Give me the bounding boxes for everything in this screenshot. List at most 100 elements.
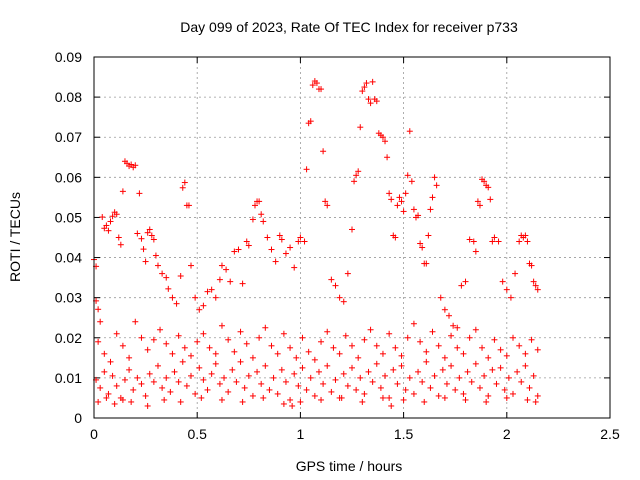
data-point bbox=[192, 294, 199, 301]
data-point bbox=[509, 390, 516, 397]
data-point bbox=[311, 356, 318, 363]
data-point bbox=[522, 232, 529, 239]
data-point bbox=[223, 266, 230, 273]
data-point bbox=[109, 372, 116, 379]
data-point bbox=[379, 350, 386, 357]
data-point bbox=[423, 260, 430, 267]
data-point bbox=[503, 352, 510, 359]
data-point bbox=[103, 222, 110, 229]
data-point bbox=[138, 380, 145, 387]
data-point bbox=[200, 376, 207, 383]
data-point bbox=[301, 238, 308, 245]
data-point bbox=[249, 392, 256, 399]
data-point bbox=[268, 246, 275, 253]
data-point bbox=[369, 378, 376, 385]
data-point bbox=[188, 262, 195, 269]
y-axis-label: ROTI / TECUs bbox=[7, 192, 23, 282]
data-point bbox=[431, 174, 438, 181]
data-point bbox=[212, 350, 219, 357]
data-point bbox=[260, 218, 267, 225]
data-point bbox=[144, 402, 151, 409]
data-point bbox=[121, 376, 128, 383]
data-point bbox=[390, 366, 397, 373]
data-point bbox=[507, 294, 514, 301]
data-point bbox=[336, 350, 343, 357]
data-point bbox=[532, 282, 539, 289]
data-point bbox=[303, 386, 310, 393]
plot-frame bbox=[93, 56, 611, 419]
data-point bbox=[241, 384, 248, 391]
data-point bbox=[388, 402, 395, 409]
data-point bbox=[369, 78, 376, 85]
data-point bbox=[200, 330, 207, 337]
data-point bbox=[295, 238, 302, 245]
data-point bbox=[472, 248, 479, 255]
data-point bbox=[524, 238, 531, 245]
data-point bbox=[423, 348, 430, 355]
data-point bbox=[359, 88, 366, 95]
data-point bbox=[427, 206, 434, 213]
data-point bbox=[398, 352, 405, 359]
data-point bbox=[276, 232, 283, 239]
data-point bbox=[239, 280, 246, 287]
y-tick-label: 0.01 bbox=[55, 370, 82, 386]
data-point bbox=[218, 322, 225, 329]
data-point bbox=[448, 332, 455, 339]
data-point bbox=[324, 362, 331, 369]
data-point bbox=[435, 342, 442, 349]
y-tick-label: 0.04 bbox=[55, 250, 82, 266]
data-point bbox=[489, 366, 496, 373]
data-point bbox=[472, 326, 479, 333]
data-point bbox=[235, 246, 242, 253]
data-point bbox=[97, 318, 104, 325]
data-point bbox=[526, 384, 533, 391]
data-point bbox=[532, 398, 539, 405]
data-point bbox=[439, 366, 446, 373]
data-point bbox=[388, 196, 395, 203]
data-point bbox=[446, 312, 453, 319]
data-point bbox=[324, 328, 331, 335]
data-point bbox=[361, 84, 368, 91]
data-point bbox=[394, 202, 401, 209]
data-point bbox=[154, 362, 161, 369]
data-point bbox=[518, 378, 525, 385]
data-point bbox=[318, 86, 325, 93]
data-point bbox=[167, 388, 174, 395]
data-point bbox=[476, 384, 483, 391]
data-point bbox=[415, 368, 422, 375]
data-point bbox=[433, 182, 440, 189]
data-point bbox=[431, 372, 438, 379]
data-point bbox=[522, 350, 529, 357]
data-point bbox=[320, 148, 327, 155]
data-point bbox=[256, 334, 263, 341]
data-point bbox=[243, 340, 250, 347]
y-tick-label: 0.07 bbox=[55, 129, 82, 145]
data-point bbox=[225, 336, 232, 343]
data-point bbox=[342, 332, 349, 339]
data-point bbox=[227, 278, 234, 285]
data-point bbox=[212, 294, 219, 301]
data-point bbox=[417, 240, 424, 247]
data-point bbox=[460, 350, 467, 357]
data-point bbox=[233, 378, 240, 385]
data-point bbox=[349, 342, 355, 349]
data-point bbox=[340, 298, 347, 305]
data-point bbox=[181, 344, 188, 351]
data-point bbox=[115, 234, 122, 241]
data-point bbox=[262, 362, 269, 369]
data-point bbox=[221, 374, 228, 381]
data-point bbox=[466, 236, 473, 243]
chart-title: Day 099 of 2023, Rate Of TEC Index for r… bbox=[180, 19, 518, 35]
data-point bbox=[272, 258, 279, 265]
data-point bbox=[429, 328, 436, 335]
data-point bbox=[382, 372, 389, 379]
data-point bbox=[266, 386, 273, 393]
data-point bbox=[468, 378, 475, 385]
data-point bbox=[258, 380, 265, 387]
data-point bbox=[377, 384, 384, 391]
data-point bbox=[194, 338, 201, 345]
data-point bbox=[134, 374, 141, 381]
data-point bbox=[218, 262, 225, 269]
data-point bbox=[291, 370, 298, 377]
data-point bbox=[365, 96, 372, 103]
